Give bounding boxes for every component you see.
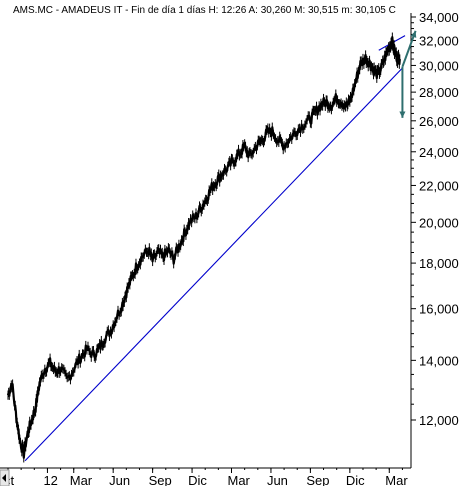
y-tick-label: 34,000 — [419, 10, 459, 25]
arrow-shaft — [401, 30, 417, 68]
y-tick-label: 26,000 — [419, 114, 459, 129]
open-label: A: — [249, 5, 258, 16]
y-tick-label: 30,000 — [419, 58, 459, 73]
x-tick-label: 12 — [43, 473, 57, 486]
cut-text: C — [389, 5, 396, 16]
symbol-text: AMS.MC — [13, 5, 53, 16]
y-tick-label: 24,000 — [419, 145, 459, 160]
x-tick-label: Sep — [306, 473, 329, 486]
y-tick-label: 16,000 — [419, 302, 459, 317]
y-tick-label: 20,000 — [419, 215, 459, 230]
y-tick-label: 28,000 — [419, 85, 459, 100]
y-tick-label: 12,000 — [419, 413, 459, 428]
forecast-arrows — [399, 30, 417, 118]
x-axis-ticks: ct12MarJunSepDicMarJunSepDicMar — [4, 468, 408, 486]
y-tick-label: 14,000 — [419, 353, 459, 368]
x-tick-label: Sep — [149, 473, 172, 486]
trendline — [24, 67, 403, 462]
min-label: m: — [341, 5, 352, 16]
y-tick-label: 18,000 — [419, 256, 459, 271]
x-tick-label: Jun — [109, 473, 130, 486]
scroll-left-icon[interactable] — [0, 469, 10, 486]
arrow-head — [410, 30, 417, 38]
y-axis-ticks: 12,000 14,000 16,000 18,000 20,000 22,000 24,0… — [411, 10, 459, 428]
period-text: Fin de día 1 días — [131, 5, 206, 16]
price-series — [6, 32, 401, 463]
x-tick-label: Mar — [228, 473, 251, 486]
chart-header: AMS.MC - AMADEUS IT - Fin de día 1 días … — [13, 5, 396, 16]
y-tick-label: 22,000 — [419, 178, 459, 193]
mid-value: 30,515 — [308, 5, 339, 16]
x-tick-label: Jun — [267, 473, 288, 486]
min-value: 30,105 — [355, 5, 386, 16]
name-text: AMADEUS IT — [61, 5, 122, 16]
x-tick-label: Dic — [346, 473, 365, 486]
svg-text:AMS.MC - AMA: AMS.MC - AMADEUS IT - Fin de día 1 días … — [13, 5, 396, 16]
x-tick-label: Dic — [188, 473, 207, 486]
x-tick-label: Mar — [70, 473, 93, 486]
x-tick-label: Mar — [385, 473, 408, 486]
hours-value: 12:26 — [221, 5, 246, 16]
y-tick-label: 32,000 — [419, 33, 459, 48]
arrow-head — [399, 111, 406, 118]
open-value: 30,260 — [261, 5, 292, 16]
mid-label: M: — [294, 5, 305, 16]
hours-label: H: — [208, 5, 218, 16]
